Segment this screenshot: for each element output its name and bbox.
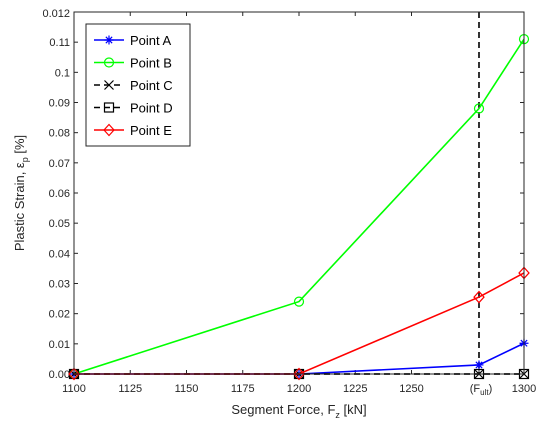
legend-label: Point A xyxy=(130,33,172,48)
y-tick-label: 0.1 xyxy=(55,67,70,79)
marker-diamond xyxy=(293,367,305,381)
x-tick-label: 1125 xyxy=(118,383,142,395)
axis-ticks: 1100 1125 1150 1175 1200 1225 1250 1300 0.00 0.01… xyxy=(49,12,536,395)
y-tick-label: 0.09 xyxy=(49,98,70,110)
y-tick-label: 0.01 xyxy=(49,339,70,351)
marker-square xyxy=(103,102,115,113)
y-tick-label: 0.11 xyxy=(49,37,70,49)
x-tick-label: 1150 xyxy=(175,383,199,395)
legend-box xyxy=(85,23,191,147)
x-tick-label: 1225 xyxy=(343,383,367,395)
legend: Point A Point B Point C Point D Point E xyxy=(85,23,191,147)
marker-circle xyxy=(103,57,115,68)
marker-asterisk xyxy=(104,35,114,45)
x-axis-label: Segment Force, Fz [kN] xyxy=(231,402,366,420)
legend-label: Point B xyxy=(130,56,172,71)
legend-label: Point D xyxy=(130,101,173,116)
x-tick-label: 1250 xyxy=(399,383,423,395)
x-tick-label: 1200 xyxy=(287,383,311,395)
legend-item: Point B xyxy=(94,56,172,71)
axes-frame xyxy=(73,11,525,375)
x-tick-label-f-ult: (Fult) xyxy=(470,383,493,397)
x-tick-label: 1175 xyxy=(231,383,255,395)
marker-asterisk xyxy=(474,360,484,370)
y-tick-label: 0.06 xyxy=(49,188,70,200)
x-tick-label: 1300 xyxy=(512,383,536,395)
y-tick-label: 0.00 xyxy=(49,369,70,381)
y-tick-label: 0.02 xyxy=(49,309,70,321)
marker-diamond xyxy=(103,123,115,137)
marker-x xyxy=(104,80,114,90)
legend-label: Point C xyxy=(130,78,173,93)
marker-circle xyxy=(293,296,305,307)
axes-box xyxy=(73,11,525,375)
legend-item: Point D xyxy=(94,101,173,116)
y-tick-label: 0.04 xyxy=(49,248,70,260)
y-tick-label: 0.05 xyxy=(49,218,70,230)
legend-label: Point E xyxy=(130,123,172,138)
y-tick-label: 0.08 xyxy=(49,128,70,140)
legend-item: Point A xyxy=(94,33,172,48)
legend-item: Point E xyxy=(94,123,172,138)
series-line xyxy=(73,38,525,375)
y-axis-top-tick-label: 0.012 xyxy=(42,8,70,20)
marker-circle xyxy=(473,103,485,114)
x-tick-label: 1100 xyxy=(62,383,86,395)
legend-item: Point C xyxy=(94,78,173,93)
marker-diamond xyxy=(68,367,80,381)
marker-diamond xyxy=(473,290,485,304)
y-axis-label: Plastic Strain, εp [%] xyxy=(12,135,30,251)
y-tick-label: 0.07 xyxy=(49,158,70,170)
y-tick-label: 0.03 xyxy=(49,279,70,291)
